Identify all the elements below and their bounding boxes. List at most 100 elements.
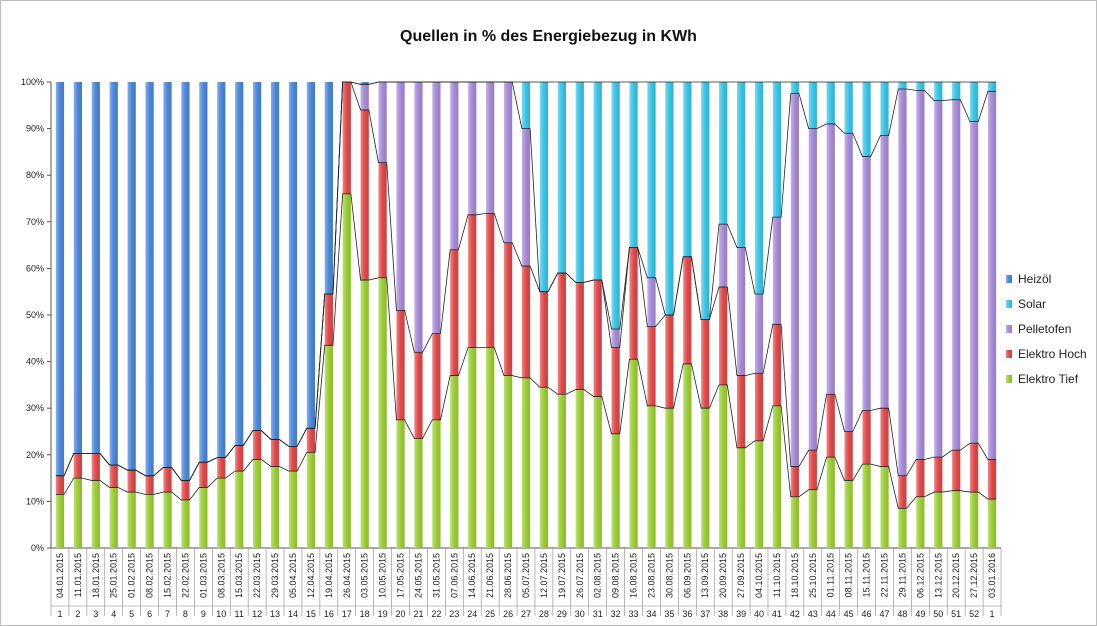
bar-elektro-hoch — [181, 480, 190, 501]
bar-elektro-tief — [503, 375, 513, 548]
bar-elektro-tief — [987, 499, 997, 548]
bar-group — [109, 82, 118, 548]
bar-elektro-tief — [270, 466, 280, 548]
bar-elektro-tief — [414, 438, 423, 548]
bar-heiz-l — [109, 82, 118, 466]
bar-elektro-hoch — [521, 266, 531, 378]
x-date-label: 15.02.2015 — [163, 553, 173, 598]
bar-group — [611, 82, 620, 548]
bar-elektro-hoch — [557, 273, 566, 395]
x-week-label: 28 — [539, 609, 549, 619]
bar-group — [521, 82, 531, 548]
bar-group — [253, 82, 262, 548]
bar-solar — [898, 82, 907, 89]
x-date-label: 26.04.2015 — [342, 553, 352, 598]
x-week-label: 9 — [201, 609, 206, 619]
x-week-label: 35 — [664, 609, 674, 619]
bar-group — [952, 82, 961, 548]
bar-solar — [754, 82, 764, 295]
bar-elektro-hoch — [503, 242, 513, 376]
x-date-label: 01.03.2015 — [198, 553, 208, 598]
bar-elektro-hoch — [683, 256, 692, 364]
bar-elektro-tief — [468, 347, 477, 548]
bar-elektro-tief — [342, 193, 351, 548]
bar-group — [701, 82, 710, 548]
x-week-label: 13 — [270, 609, 280, 619]
bar-elektro-tief — [575, 389, 584, 548]
x-date-label: 16.08.2015 — [629, 553, 639, 598]
bar-elektro-tief — [557, 394, 566, 548]
x-week-label: 44 — [826, 609, 836, 619]
bar-solar — [719, 82, 728, 225]
x-date-label: 27.12.2015 — [969, 553, 979, 598]
x-week-label: 45 — [844, 609, 854, 619]
bar-pelletofen — [414, 82, 423, 353]
y-tick-label: 50% — [26, 310, 44, 320]
bar-elektro-tief — [324, 345, 333, 548]
x-date-label: 17.05.2015 — [396, 553, 406, 598]
x-week-label: 32 — [611, 609, 621, 619]
bar-group — [808, 82, 817, 548]
x-date-label: 25.10.2015 — [808, 553, 818, 598]
x-date-label: 25.01.2015 — [109, 553, 119, 598]
y-tick-label: 40% — [26, 357, 44, 367]
bar-elektro-hoch — [109, 465, 118, 488]
x-date-label: 18.01.2015 — [91, 553, 101, 598]
x-week-label: 26 — [503, 609, 513, 619]
x-week-label: 46 — [862, 609, 872, 619]
x-date-label: 03.05.2015 — [360, 553, 370, 598]
bar-elektro-hoch — [880, 408, 889, 467]
bar-group — [736, 82, 746, 548]
x-week-label: 52 — [969, 609, 979, 619]
bar-group — [898, 82, 907, 548]
bar-elektro-tief — [916, 496, 925, 548]
bar-heiz-l — [360, 82, 369, 85]
bar-group — [360, 82, 369, 548]
x-week-label: 12 — [252, 609, 262, 619]
bar-elektro-tief — [665, 408, 674, 548]
x-week-label: 7 — [165, 609, 170, 619]
x-date-label: 05.04.2015 — [288, 553, 298, 598]
x-week-label: 25 — [485, 609, 495, 619]
x-date-label: 06.12.2015 — [915, 553, 925, 598]
bar-group — [575, 82, 584, 548]
x-week-label: 38 — [718, 609, 728, 619]
bar-elektro-hoch — [575, 282, 584, 390]
bar-heiz-l — [288, 82, 298, 447]
bar-heiz-l — [324, 82, 333, 295]
bar-pelletofen — [898, 88, 907, 476]
bar-elektro-hoch — [342, 82, 351, 194]
bar-solar — [826, 82, 835, 124]
bar-pelletofen — [987, 91, 997, 460]
bar-elektro-tief — [145, 494, 154, 548]
x-date-label: 01.11.2015 — [826, 553, 836, 597]
bar-elektro-hoch — [145, 475, 154, 495]
x-date-label: 19.07.2015 — [557, 553, 567, 598]
legend-label-heiz-l: Heizöl — [1018, 272, 1051, 286]
bar-group — [468, 82, 477, 548]
bar-group — [503, 82, 513, 548]
bar-group — [557, 82, 566, 548]
bar-solar — [934, 82, 943, 101]
y-tick-label: 80% — [26, 170, 44, 180]
x-date-label: 11.01.2015 — [73, 553, 83, 597]
bar-group — [324, 82, 333, 548]
bar-pelletofen — [736, 247, 746, 376]
bar-elektro-hoch — [199, 462, 208, 488]
x-date-label: 23.08.2015 — [646, 553, 656, 598]
bar-group — [862, 82, 871, 548]
bar-group — [414, 82, 423, 548]
bar-solar — [647, 82, 656, 278]
bar-elektro-tief — [539, 387, 549, 548]
bar-elektro-tief — [826, 457, 835, 548]
bar-solar — [557, 82, 566, 274]
bar-elektro-hoch — [701, 319, 710, 409]
x-date-label: 20.09.2015 — [718, 553, 728, 598]
x-date-label: 22.02.2015 — [180, 553, 190, 598]
bar-elektro-tief — [934, 492, 943, 548]
legend-label-solar: Solar — [1018, 297, 1046, 311]
bar-elektro-hoch — [539, 291, 549, 388]
bar-solar — [790, 82, 799, 94]
bar-solar — [772, 82, 782, 218]
bar-elektro-tief — [754, 440, 764, 548]
